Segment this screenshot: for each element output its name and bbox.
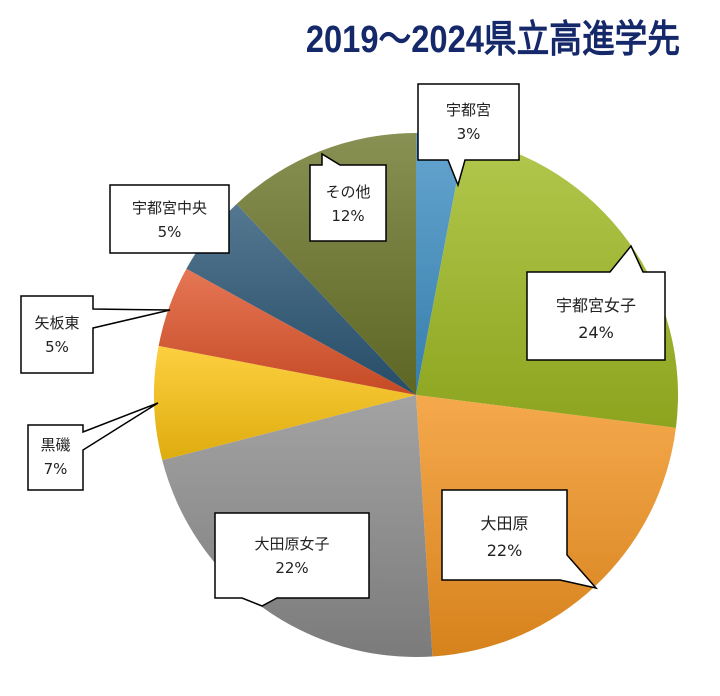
slice-percent: 7% <box>43 460 68 478</box>
callout-yaitahigashi <box>20 295 171 374</box>
callout-kuroiso <box>27 402 159 491</box>
slice-percent: 24% <box>578 323 614 342</box>
callout-utsunomiya <box>417 83 520 188</box>
chart-title: 2019～2024県立高進学先 <box>305 19 680 61</box>
pie-slice-4 <box>154 345 417 461</box>
slice-name: 大田原女子 <box>254 535 330 553</box>
slice-name: 宇都宮 <box>445 101 491 119</box>
label-utsunomiya-joshi: 宇都宮女子 24% <box>527 292 665 346</box>
callout-utsunomiya-joshi <box>526 244 666 361</box>
callout-ohtawara <box>441 489 599 590</box>
slice-percent: 22% <box>275 559 309 577</box>
pie-slice-5 <box>158 268 416 395</box>
callout-ohtawara-joshi <box>214 512 370 607</box>
slice-percent: 12% <box>331 207 365 225</box>
label-sonota: その他 12% <box>310 180 386 228</box>
label-ohtawara: 大田原 22% <box>442 510 567 564</box>
callout-utsunomiya-chuo <box>109 184 230 254</box>
pie-slice-0 <box>416 133 466 395</box>
label-kuroiso: 黒磯 7% <box>28 433 83 481</box>
slice-name: 大田原 <box>480 514 529 533</box>
slice-percent: 5% <box>157 223 182 241</box>
slice-percent: 5% <box>45 338 69 356</box>
label-ohtawara-joshi: 大田原女子 22% <box>215 532 369 580</box>
slice-name: 矢板東 <box>34 314 80 332</box>
callout-sonota <box>309 152 387 242</box>
slice-name: 宇都宮中央 <box>131 199 207 217</box>
slice-name: その他 <box>325 183 371 201</box>
slice-name: 宇都宮女子 <box>555 296 636 315</box>
slice-name: 黒磯 <box>40 436 71 454</box>
pie-slice-6 <box>186 204 416 395</box>
slice-percent: 22% <box>486 541 523 560</box>
label-utsunomiya-chuo: 宇都宮中央 5% <box>110 196 229 244</box>
label-utsunomiya: 宇都宮 3% <box>418 98 519 146</box>
slice-percent: 3% <box>456 125 481 143</box>
label-yaitahigashi: 矢板東 5% <box>21 311 93 359</box>
